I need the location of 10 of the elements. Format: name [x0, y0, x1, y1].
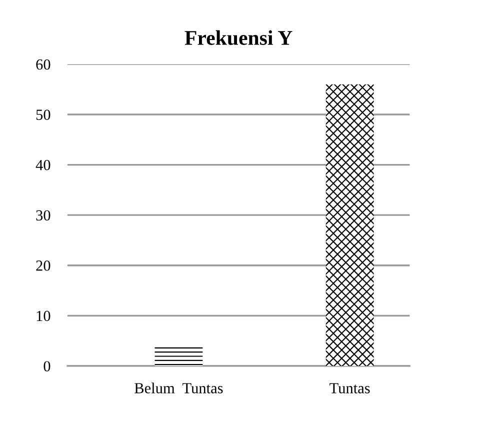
y-tick-label: 50 [36, 110, 50, 120]
y-tick-label: 60 [36, 59, 50, 70]
x-tick-label: Tuntas [330, 383, 370, 394]
chart-title: Frekuensi Y [184, 30, 292, 46]
y-tick-label: 30 [36, 210, 50, 221]
y-tick-label: 0 [44, 361, 50, 372]
x-tick-label: Belum Tuntas [134, 382, 223, 394]
y-tick-label: 10 [36, 310, 50, 322]
y-tick-label: 20 [36, 260, 50, 271]
y-tick-label: 40 [36, 160, 50, 170]
